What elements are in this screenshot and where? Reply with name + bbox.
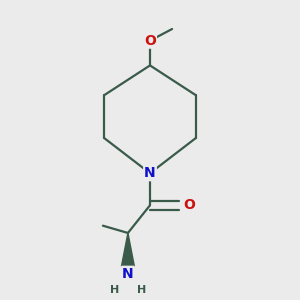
Text: O: O (144, 34, 156, 48)
Text: N: N (144, 166, 156, 180)
Text: H: H (110, 285, 119, 296)
Polygon shape (122, 233, 134, 266)
Text: H: H (136, 285, 146, 296)
Text: N: N (122, 267, 134, 281)
Text: O: O (183, 198, 195, 212)
